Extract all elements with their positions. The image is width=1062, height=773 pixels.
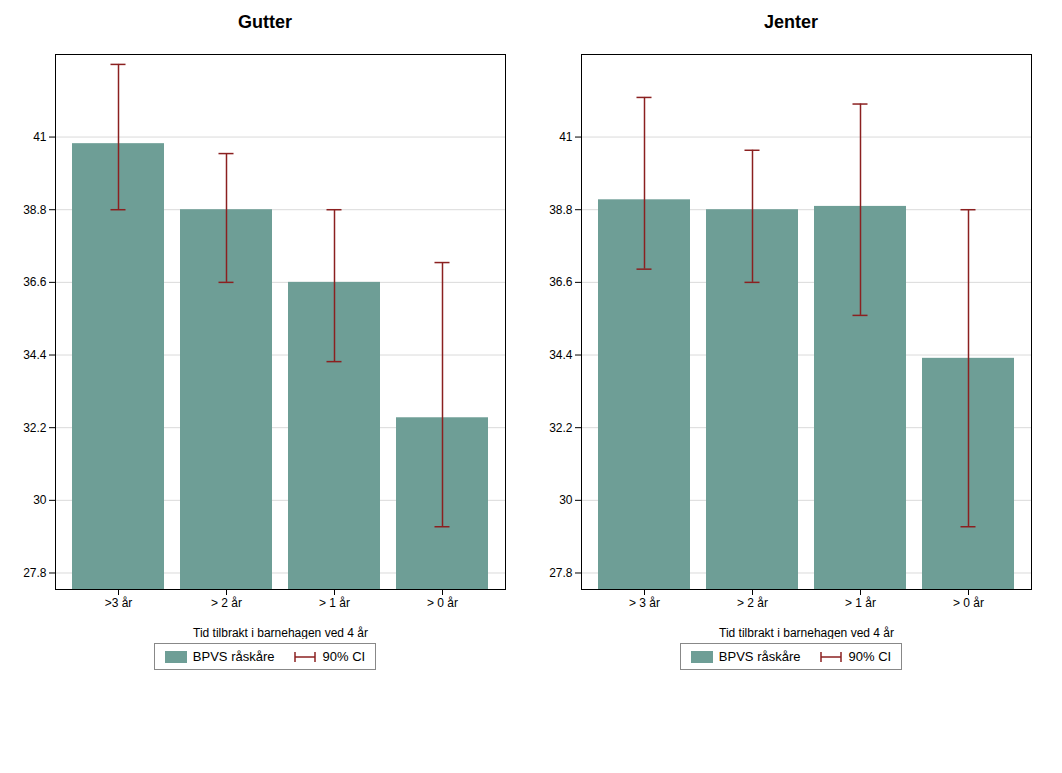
svg-text:38.8: 38.8 (549, 203, 573, 217)
svg-text:36.6: 36.6 (549, 275, 573, 289)
svg-text:> 1 år: > 1 år (319, 596, 350, 610)
html-text:Gutter: Gutter (238, 12, 292, 32)
html-text:90% CI: 90% CI (848, 649, 892, 664)
svg-text:Tid tilbrakt i barnehagen ved: Tid tilbrakt i barnehagen ved 4 år (193, 626, 368, 640)
html-text:Jenter: Jenter (764, 12, 818, 32)
svg-text:30: 30 (559, 493, 573, 507)
svg-text:41: 41 (33, 130, 47, 144)
svg-text:> 0 år: > 0 år (427, 596, 458, 610)
svg-text:27.8: 27.8 (23, 566, 47, 580)
svg-text:> 3 år: > 3 år (629, 596, 660, 610)
svg-text:41: 41 (559, 130, 573, 144)
svg-text:> 1 år: > 1 år (845, 596, 876, 610)
svg-text:38.8: 38.8 (23, 203, 47, 217)
svg-text:36.6: 36.6 (23, 275, 47, 289)
svg-text:Tid tilbrakt i barnehagen ved: Tid tilbrakt i barnehagen ved 4 år (719, 626, 894, 640)
svg-text:> 0 år: > 0 år (953, 596, 984, 610)
html-text:BPVS råskåre: BPVS råskåre (718, 649, 801, 664)
svg-text:> 2 år: > 2 år (211, 596, 242, 610)
svg-text:30: 30 (33, 493, 47, 507)
svg-text:> 2 år: > 2 år (737, 596, 768, 610)
html-text:90% CI: 90% CI (322, 649, 366, 664)
svg-text:34.4: 34.4 (549, 348, 573, 362)
html-text:BPVS råskåre: BPVS råskåre (192, 649, 275, 664)
svg-text:32.2: 32.2 (549, 421, 573, 435)
svg-text:32.2: 32.2 (23, 421, 47, 435)
svg-text:27.8: 27.8 (549, 566, 573, 580)
svg-text:>3 år: >3 år (105, 596, 133, 610)
svg-text:34.4: 34.4 (23, 348, 47, 362)
